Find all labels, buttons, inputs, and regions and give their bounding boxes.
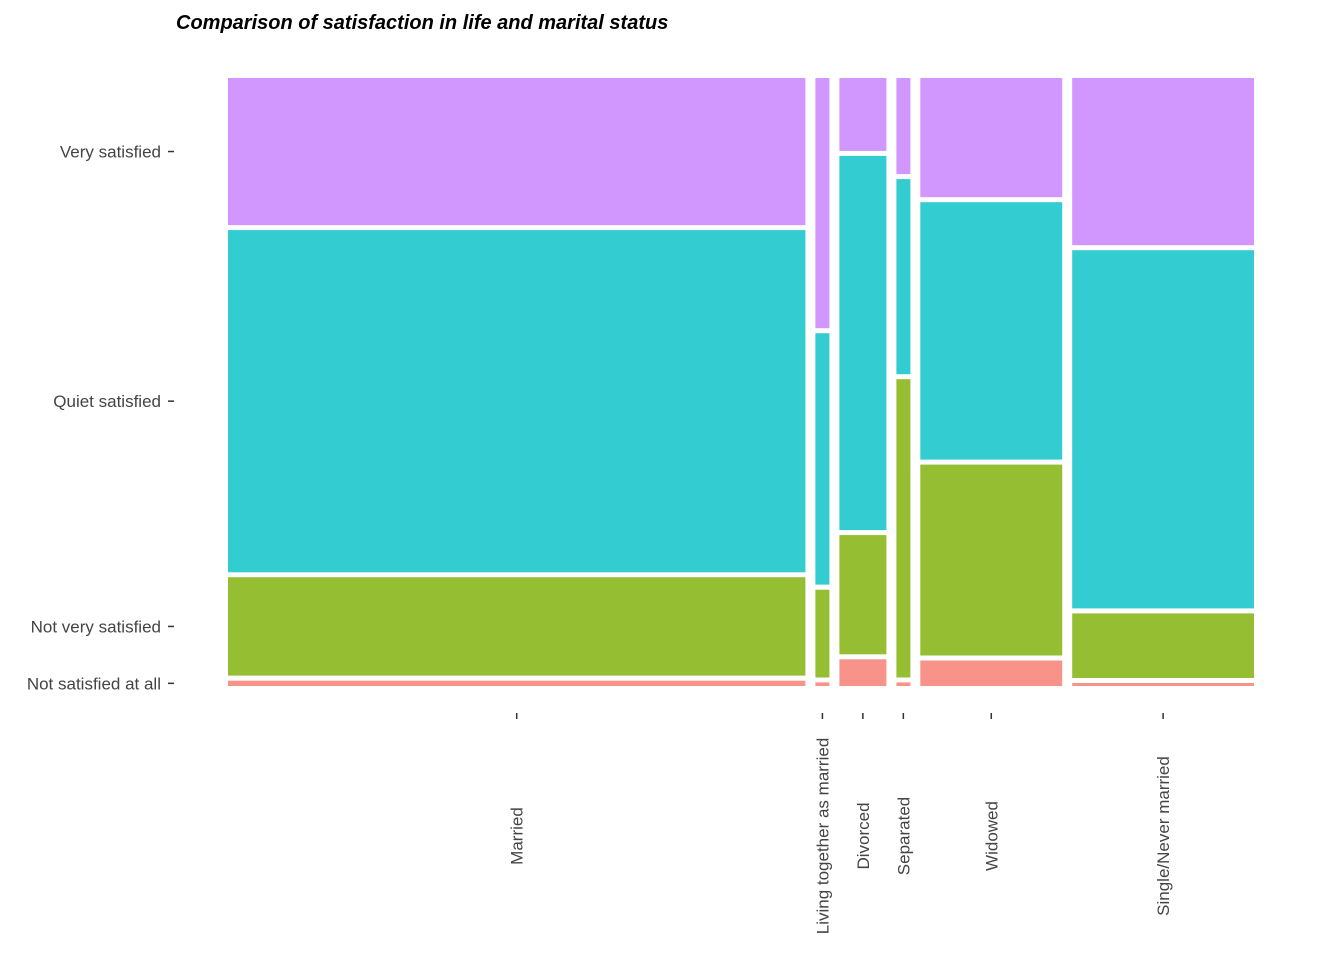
- tile-living-together-as-married-quiet-satisfied: [815, 333, 830, 585]
- tile-married-not-satisfied-at-all: [228, 680, 806, 686]
- tile-living-together-as-married-not-satisfied-at-all: [815, 682, 830, 686]
- tile-living-together-as-married-not-very-satisfied: [815, 589, 830, 678]
- tile-widowed-very-satisfied: [920, 78, 1063, 198]
- tile-divorced-not-very-satisfied: [839, 535, 887, 655]
- x-tick-label-living-together-as-married: Living together as married: [813, 738, 832, 935]
- y-tick-label-quiet-satisfied: Quiet satisfied: [53, 392, 161, 411]
- tile-separated-not-very-satisfied: [896, 379, 911, 678]
- mosaic-tiles: [228, 78, 1254, 686]
- tile-widowed-not-very-satisfied: [920, 464, 1063, 656]
- tile-divorced-very-satisfied: [839, 78, 887, 151]
- tile-divorced-not-satisfied-at-all: [839, 659, 887, 686]
- tile-separated-very-satisfied: [896, 78, 911, 175]
- tile-widowed-quiet-satisfied: [920, 202, 1063, 460]
- tile-single-never-married-very-satisfied: [1072, 78, 1254, 246]
- tile-single-never-married-not-satisfied-at-all: [1072, 683, 1254, 686]
- tile-separated-quiet-satisfied: [896, 179, 911, 375]
- y-tick-label-not-very-satisfied: Not very satisfied: [31, 617, 161, 636]
- tile-living-together-as-married-very-satisfied: [815, 78, 830, 329]
- tile-separated-not-satisfied-at-all: [896, 682, 911, 686]
- tile-single-never-married-quiet-satisfied: [1072, 250, 1254, 609]
- tile-widowed-not-satisfied-at-all: [920, 660, 1063, 686]
- x-tick-label-separated: Separated: [894, 797, 913, 875]
- tile-married-quiet-satisfied: [228, 230, 806, 573]
- tile-single-never-married-not-very-satisfied: [1072, 613, 1254, 678]
- chart-title: Comparison of satisfaction in life and m…: [176, 12, 669, 34]
- y-tick-label-not-satisfied-at-all: Not satisfied at all: [27, 674, 161, 693]
- tile-married-not-very-satisfied: [228, 577, 806, 676]
- tile-married-very-satisfied: [228, 78, 806, 226]
- x-tick-label-widowed: Widowed: [982, 801, 1001, 871]
- y-tick-label-very-satisfied: Very satisfied: [60, 143, 161, 162]
- tile-divorced-quiet-satisfied: [839, 155, 887, 531]
- y-axis: Very satisfied Quiet satisfied Not very sa…: [27, 143, 174, 693]
- x-tick-label-divorced: Divorced: [854, 802, 873, 869]
- x-axis: Married Living together as married Divorce…: [508, 713, 1173, 934]
- x-tick-label-married: Married: [508, 807, 527, 865]
- x-tick-label-single-never-married: Single/Never married: [1154, 756, 1173, 916]
